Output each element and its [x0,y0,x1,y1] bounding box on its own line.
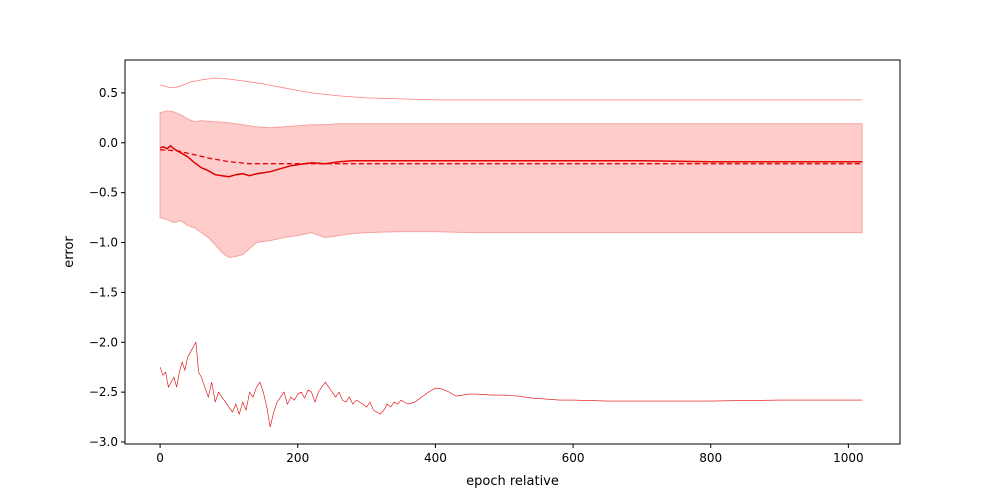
y-tick-label: −2.5 [89,385,118,399]
y-tick-label: −2.0 [89,335,118,349]
y-tick-label: 0.0 [99,136,118,150]
y-tick-label: −0.5 [89,186,118,200]
confidence-band [159,110,863,259]
x-tick-label: 400 [424,451,447,465]
lower-envelope-line [159,341,863,428]
y-tick-label: −3.0 [89,435,118,449]
y-tick-label: 0.5 [99,86,118,100]
trend-dashed-line [160,149,863,165]
plot-area [159,77,863,428]
y-tick-label: −1.0 [89,236,118,250]
y-axis-label: error [62,236,77,268]
y-tick-label: −1.5 [89,285,118,299]
axes-frame [124,59,901,445]
x-tick-label: 600 [562,451,585,465]
x-tick-label: 800 [699,451,722,465]
x-tick-label: 1000 [833,451,864,465]
axes: 0 200 400 600 800 1000 −3.0 −2.5 −2.0 −1.5 −1.0 −0.… [89,59,901,465]
x-tick-label: 0 [156,451,164,465]
x-axis-label: epoch relative [466,474,559,489]
x-tick-label: 200 [286,451,309,465]
mean-line [159,144,863,178]
upper-envelope-line [159,77,863,101]
